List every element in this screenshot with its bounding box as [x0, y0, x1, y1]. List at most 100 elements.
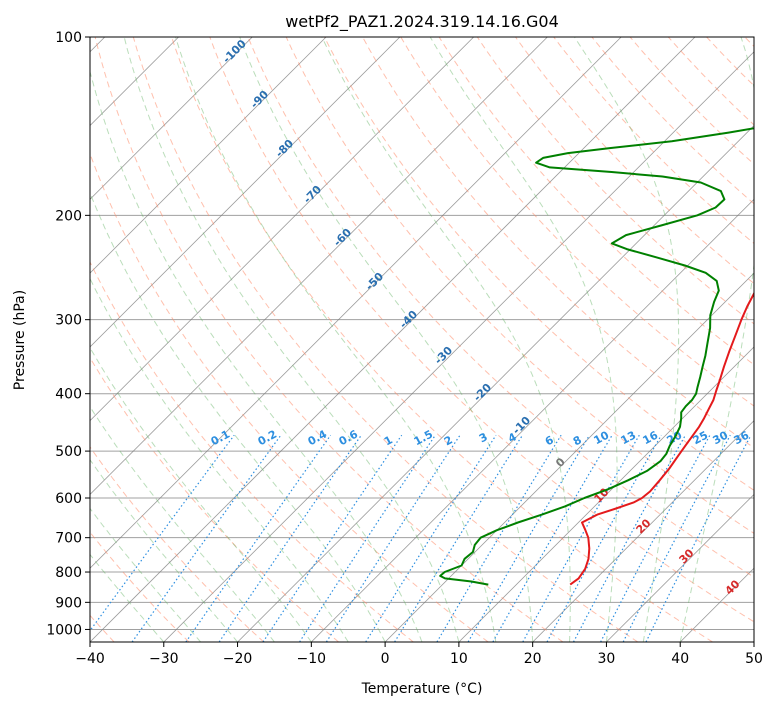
dry-adiabat-line — [323, 37, 754, 491]
isotherm-line — [90, 37, 401, 348]
mixing-ratio-line — [622, 434, 731, 642]
x-tick-label: 0 — [381, 651, 390, 667]
dewpoint-profile-line — [439, 127, 754, 586]
mixing-ratio-label: 0.4 — [306, 427, 330, 448]
moist-adiabat-line — [239, 37, 534, 642]
mixing-ratio-line — [185, 434, 332, 642]
moist-adiabat-line — [90, 346, 312, 642]
isotherm-line — [384, 272, 754, 642]
moist-adiabat-line — [90, 69, 423, 642]
mixing-ratio-line — [394, 434, 524, 642]
mixing-ratio-line — [645, 434, 752, 642]
x-tick-label: −10 — [297, 651, 327, 667]
moist-adiabat-line — [90, 277, 349, 642]
dry-adiabat-line — [209, 37, 754, 623]
dry-adiabat-label: 30 — [677, 546, 697, 566]
moist-adiabat-label: -40 — [397, 308, 420, 331]
x-axis-ticks: −40 −30 −20 −10 0 10 20 30 40 50 — [75, 642, 763, 667]
isotherm-line — [606, 493, 754, 642]
mixing-ratio-label: 30 — [711, 428, 731, 447]
dry-adiabat-line — [90, 152, 489, 642]
moist-adiabat-line — [90, 405, 275, 642]
y-tick-label: 300 — [55, 313, 82, 329]
isotherm-line — [90, 37, 622, 569]
dry-adiabat-line — [171, 37, 713, 642]
y-tick-label: 500 — [55, 444, 82, 460]
dry-adiabat-line — [94, 37, 564, 642]
dry-adiabat-line — [90, 260, 414, 642]
moist-adiabat-line — [123, 37, 460, 642]
moist-adiabat-label: -20 — [471, 381, 494, 404]
moist-adiabat-line — [573, 37, 680, 642]
dry-adiabat-line — [132, 37, 639, 642]
isotherm-line — [753, 641, 754, 642]
mixing-ratio-line — [600, 434, 711, 642]
isotherm-line — [90, 37, 696, 642]
x-tick-label: 40 — [671, 651, 689, 667]
mixing-ratio-label: 1 — [382, 433, 395, 448]
mixing-ratio-label: 25 — [691, 429, 711, 448]
moist-adiabats — [90, 37, 754, 642]
dry-adiabat-line — [706, 37, 754, 87]
x-tick-label: 50 — [745, 651, 763, 667]
y-tick-label: 100 — [55, 30, 82, 46]
y-tick-label: 200 — [55, 208, 82, 224]
dry-adiabat-line — [285, 37, 754, 534]
temperature-profile-line — [569, 291, 754, 586]
mixing-ratio-line — [218, 434, 362, 642]
y-axis-ticks: 100 200 300 400 500 600 700 800 900 1000 — [46, 30, 90, 638]
chart-title: wetPf2_PAZ1.2024.319.14.16.G04 — [285, 12, 559, 32]
isotherm-line — [163, 51, 754, 642]
moist-adiabat-label: -30 — [432, 344, 455, 367]
isotherm-gridlines — [90, 37, 754, 642]
y-tick-label: 400 — [55, 387, 82, 403]
dry-adiabat-line — [476, 37, 754, 325]
mixing-ratio-line — [131, 434, 282, 642]
x-tick-label: 10 — [450, 651, 468, 667]
profile-series — [439, 127, 754, 586]
isotherm-line — [458, 346, 754, 642]
mixing-ratio-line — [90, 434, 235, 632]
moist-adiabat-line — [321, 37, 571, 642]
x-axis-title: Temperature (°C) — [361, 681, 483, 697]
isotherm-line — [237, 125, 754, 642]
mixing-ratio-label: 13 — [619, 429, 639, 448]
isotherm-line — [90, 37, 327, 274]
x-tick-label: 20 — [524, 651, 542, 667]
mixing-ratio-line — [546, 434, 662, 642]
dry-adiabat-line — [90, 531, 190, 642]
mixing-ratio-line — [365, 434, 497, 642]
y-tick-label: 700 — [55, 531, 82, 547]
mixing-ratio-label: 0.1 — [209, 428, 232, 449]
isobar-gridlines — [90, 37, 754, 630]
mixing-ratio-line — [262, 434, 403, 642]
plot-area: 0.1 0.2 0.4 0.6 1 1.5 2 3 4 6 8 10 13 16 20 25 30 36-100-… — [90, 37, 754, 642]
mixing-ratio-line — [492, 434, 613, 642]
mixing-ratio-label: 10 — [592, 428, 612, 447]
moist-adiabat-label: -70 — [301, 183, 324, 206]
x-tick-label: 30 — [598, 651, 616, 667]
mixing-ratio-lines — [90, 434, 752, 642]
moist-adiabat-line — [90, 553, 165, 642]
moist-adiabat-line — [90, 507, 202, 642]
moist-adiabat-label: -50 — [363, 270, 386, 293]
background-line-labels: 0.1 0.2 0.4 0.6 1 1.5 2 3 4 6 8 10 13 16 20 25 30 36-100-… — [209, 37, 752, 598]
mixing-ratio-label: 36 — [732, 428, 752, 447]
dry-adiabat-line — [438, 37, 754, 366]
moist-adiabat-label: -90 — [248, 88, 271, 111]
y-tick-label: 1000 — [46, 622, 82, 638]
mixing-ratio-line — [522, 434, 640, 642]
mixing-ratio-label: 8 — [571, 433, 584, 448]
x-tick-label: −40 — [75, 651, 105, 667]
isotherm-line — [90, 37, 548, 495]
dry-adiabat-line — [247, 37, 754, 578]
dry-adiabat-label: 20 — [634, 516, 654, 536]
mixing-ratio-line — [325, 434, 461, 642]
y-tick-label: 900 — [55, 595, 82, 611]
mixing-ratio-line — [436, 434, 562, 642]
dry-adiabat-line — [90, 446, 265, 642]
moist-adiabat-line — [90, 191, 386, 642]
moist-adiabat-label: -80 — [273, 137, 296, 160]
moist-adiabat-line — [429, 37, 618, 642]
dry-adiabat-line — [553, 37, 754, 245]
